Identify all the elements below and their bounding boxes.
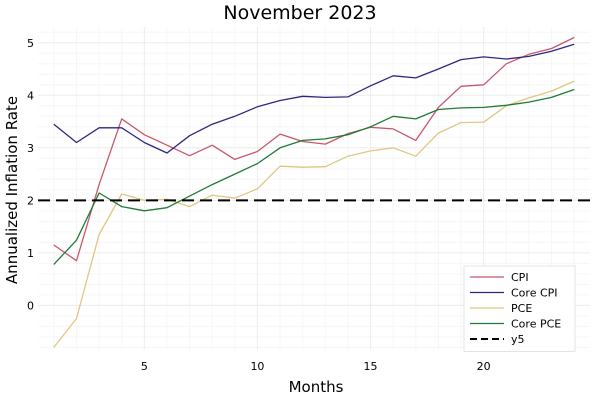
- legend-label: Core PCE: [511, 318, 561, 331]
- series-line-pce: [53, 80, 575, 348]
- legend-label: CPI: [511, 271, 529, 284]
- x-tick-label: 20: [477, 360, 491, 373]
- x-tick-label: 10: [250, 360, 264, 373]
- y-tick-label: 4: [27, 89, 34, 102]
- y-tick-labels: 0 1 2 3 4 5: [27, 37, 34, 313]
- x-tick-label: 15: [364, 360, 378, 373]
- legend-label: Core CPI: [511, 287, 558, 300]
- y-tick-label: 0: [27, 299, 34, 312]
- series-line-cpi: [53, 36, 575, 262]
- legend-box: [463, 265, 576, 352]
- series-line-core-pce: [53, 88, 575, 265]
- x-axis-title: Months: [289, 378, 344, 396]
- x-tick-label: 5: [141, 360, 148, 373]
- y-tick-label: 1: [27, 247, 34, 260]
- chart-title: November 2023: [223, 2, 376, 24]
- series-line-core-cpi: [53, 43, 575, 154]
- y-axis-title: Annualized Inflation Rate: [3, 96, 21, 284]
- legend-label: y5: [511, 333, 525, 346]
- y-tick-label: 5: [27, 37, 34, 50]
- y-tick-label: 3: [27, 142, 34, 155]
- y-tick-label: 2: [27, 194, 34, 207]
- x-tick-labels: 5 10 15 20: [141, 360, 491, 373]
- series-lines: [38, 36, 590, 348]
- legend: CPI Core CPI PCE Core PCE y5: [463, 265, 576, 352]
- legend-label: PCE: [511, 302, 532, 315]
